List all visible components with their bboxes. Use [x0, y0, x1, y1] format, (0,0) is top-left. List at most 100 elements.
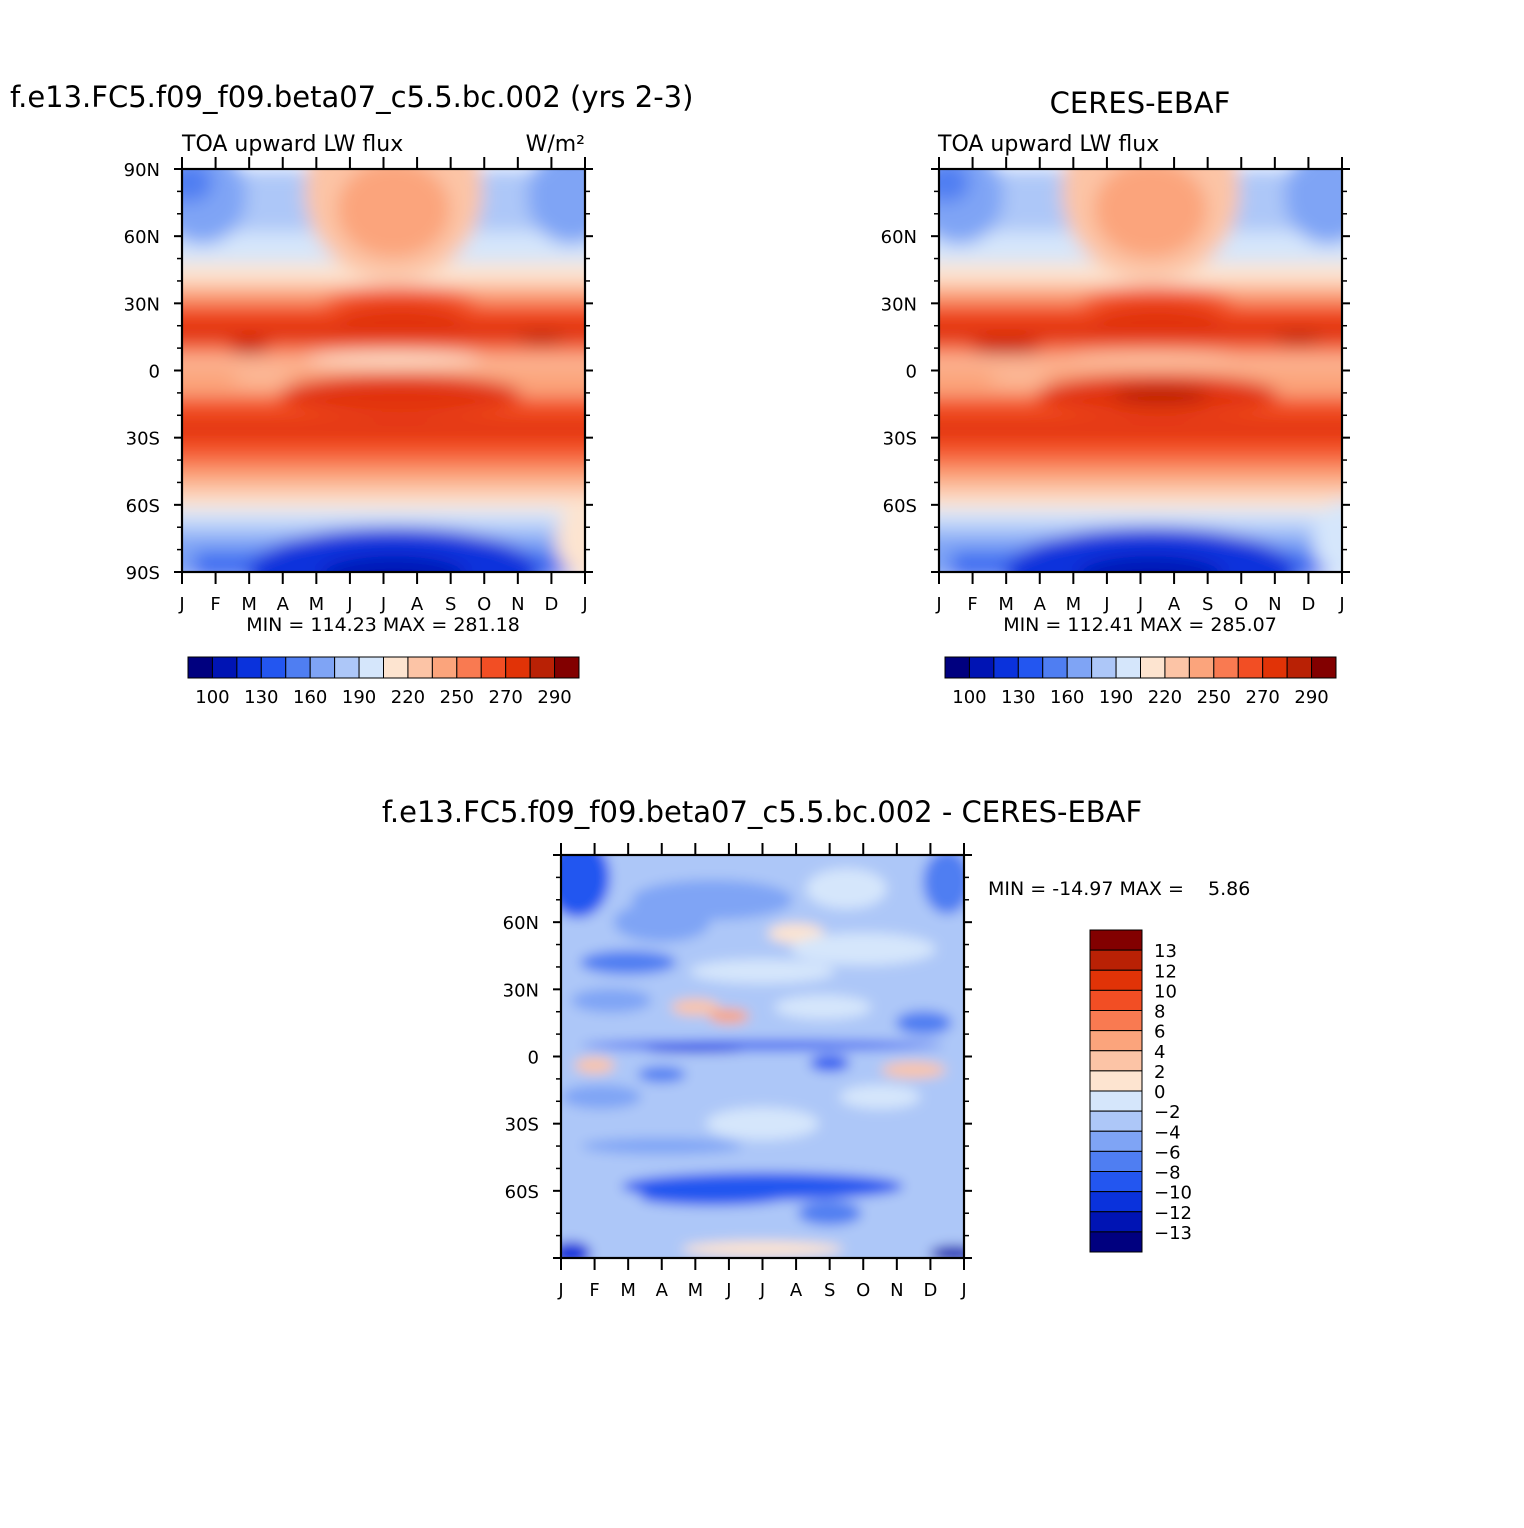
panel-diff-field	[561, 855, 964, 1258]
x-tick-label: M	[998, 594, 1014, 615]
colorbar-label: −12	[1154, 1203, 1192, 1224]
colorbar-swatch	[383, 656, 409, 679]
colorbar-label: 130	[244, 687, 278, 708]
colorbar-label: −13	[1154, 1223, 1192, 1244]
colorbar-label: 8	[1154, 1002, 1165, 1023]
colorbar-swatch	[1089, 1130, 1143, 1152]
colorbar-label: 250	[440, 687, 474, 708]
x-tick-label: D	[544, 594, 558, 615]
colorbar-swatch	[431, 656, 458, 679]
colorbar-label: 100	[195, 687, 229, 708]
colorbar-swatch	[1017, 656, 1044, 679]
panel-obs-field	[939, 169, 1342, 572]
panel-diff-title: f.e13.FC5.f09_f09.beta07_c5.5.bc.002 - C…	[382, 795, 1142, 829]
x-tick-label: N	[1268, 594, 1281, 615]
y-tick-label: 30S	[883, 429, 917, 450]
y-tick-label: 90N	[124, 160, 160, 181]
colorbar-label: 2	[1154, 1062, 1165, 1083]
colorbar-swatch	[1089, 1110, 1143, 1132]
x-tick-label: S	[1202, 594, 1213, 615]
x-tick-label: J	[346, 594, 352, 615]
x-tick-label: J	[725, 1280, 731, 1301]
colorbar-label: 13	[1154, 941, 1177, 962]
y-tick-label: 60N	[503, 913, 539, 934]
panel-obs-colorbar: 100 130 160 190 220 250 270 290	[944, 656, 1337, 708]
x-tick-label: O	[1234, 594, 1248, 615]
y-tick-label: 90S	[126, 563, 160, 584]
y-tick-label: 30N	[503, 980, 539, 1001]
colorbar-swatch	[285, 656, 311, 679]
colorbar-swatch	[1089, 1171, 1143, 1193]
colorbar-swatch	[1237, 656, 1264, 679]
colorbar-swatch	[1089, 1050, 1143, 1072]
x-tick-label: S	[445, 594, 456, 615]
colorbar-swatch	[1286, 656, 1313, 679]
colorbar-swatch	[1089, 969, 1143, 991]
colorbar-swatch	[211, 656, 238, 679]
y-tick-label: 60N	[881, 227, 917, 248]
colorbar-label: 4	[1154, 1042, 1165, 1063]
colorbar-swatch	[456, 656, 482, 679]
x-tick-label: M	[309, 594, 325, 615]
colorbar-label: 100	[952, 687, 986, 708]
y-tick-label: 0	[528, 1048, 539, 1069]
colorbar-swatch	[334, 656, 360, 679]
colorbar-swatch	[1089, 929, 1143, 951]
x-tick-label: A	[411, 594, 424, 615]
colorbar-swatch	[505, 656, 531, 679]
colorbar-label: 190	[342, 687, 376, 708]
x-tick-label: D	[1301, 594, 1315, 615]
colorbar-swatch	[1089, 989, 1143, 1011]
x-tick-label: J	[1137, 594, 1143, 615]
colorbar-label: −6	[1154, 1142, 1181, 1163]
x-tick-label: J	[935, 594, 941, 615]
x-tick-label: J	[380, 594, 386, 615]
colorbar-label: 0	[1154, 1082, 1165, 1103]
colorbar-swatch	[1089, 1191, 1143, 1213]
panel-model-units: W/m²	[526, 132, 585, 157]
colorbar-label: 220	[391, 687, 425, 708]
colorbar-label: −2	[1154, 1102, 1181, 1123]
panel-diff-stats: MIN = -14.97 MAX = 5.86	[988, 878, 1250, 900]
colorbar-swatch	[993, 656, 1019, 679]
colorbar-label: −4	[1154, 1122, 1181, 1143]
colorbar-swatch	[1089, 949, 1143, 971]
colorbar-swatch	[236, 656, 262, 679]
panel-obs-left-label: TOA upward LW flux	[937, 132, 1159, 157]
panel-model-left-label: TOA upward LW flux	[181, 132, 403, 157]
x-tick-label: A	[790, 1280, 803, 1301]
colorbar-swatch	[260, 656, 287, 679]
colorbar-swatch	[358, 656, 384, 679]
colorbar-swatch	[1089, 1070, 1143, 1092]
colorbar-swatch	[480, 656, 507, 679]
x-tick-label: J	[178, 594, 184, 615]
x-tick-label: A	[656, 1280, 669, 1301]
y-tick-label: 60S	[883, 496, 917, 517]
x-tick-label: D	[923, 1280, 937, 1301]
x-tick-label: S	[824, 1280, 835, 1301]
colorbar-label: 250	[1197, 687, 1231, 708]
colorbar-swatch	[1089, 1090, 1143, 1112]
colorbar-swatch	[1311, 656, 1337, 679]
x-tick-label: A	[1168, 594, 1181, 615]
x-tick-label: O	[856, 1280, 870, 1301]
colorbar-swatch	[1140, 656, 1166, 679]
y-tick-label: 30S	[126, 429, 160, 450]
colorbar-swatch	[1089, 1211, 1143, 1233]
colorbar-label: 160	[1050, 687, 1084, 708]
x-tick-label: A	[1034, 594, 1047, 615]
x-tick-label: J	[1338, 594, 1344, 615]
colorbar-label: −8	[1154, 1163, 1181, 1184]
colorbar-swatch	[1089, 1231, 1143, 1253]
colorbar-swatch	[1066, 656, 1093, 679]
colorbar-label: 6	[1154, 1022, 1165, 1043]
x-tick-label: J	[557, 1280, 563, 1301]
colorbar-swatch	[1089, 1150, 1143, 1172]
colorbar-label: 160	[293, 687, 327, 708]
colorbar-swatch	[187, 656, 213, 679]
colorbar-swatch	[554, 656, 580, 679]
